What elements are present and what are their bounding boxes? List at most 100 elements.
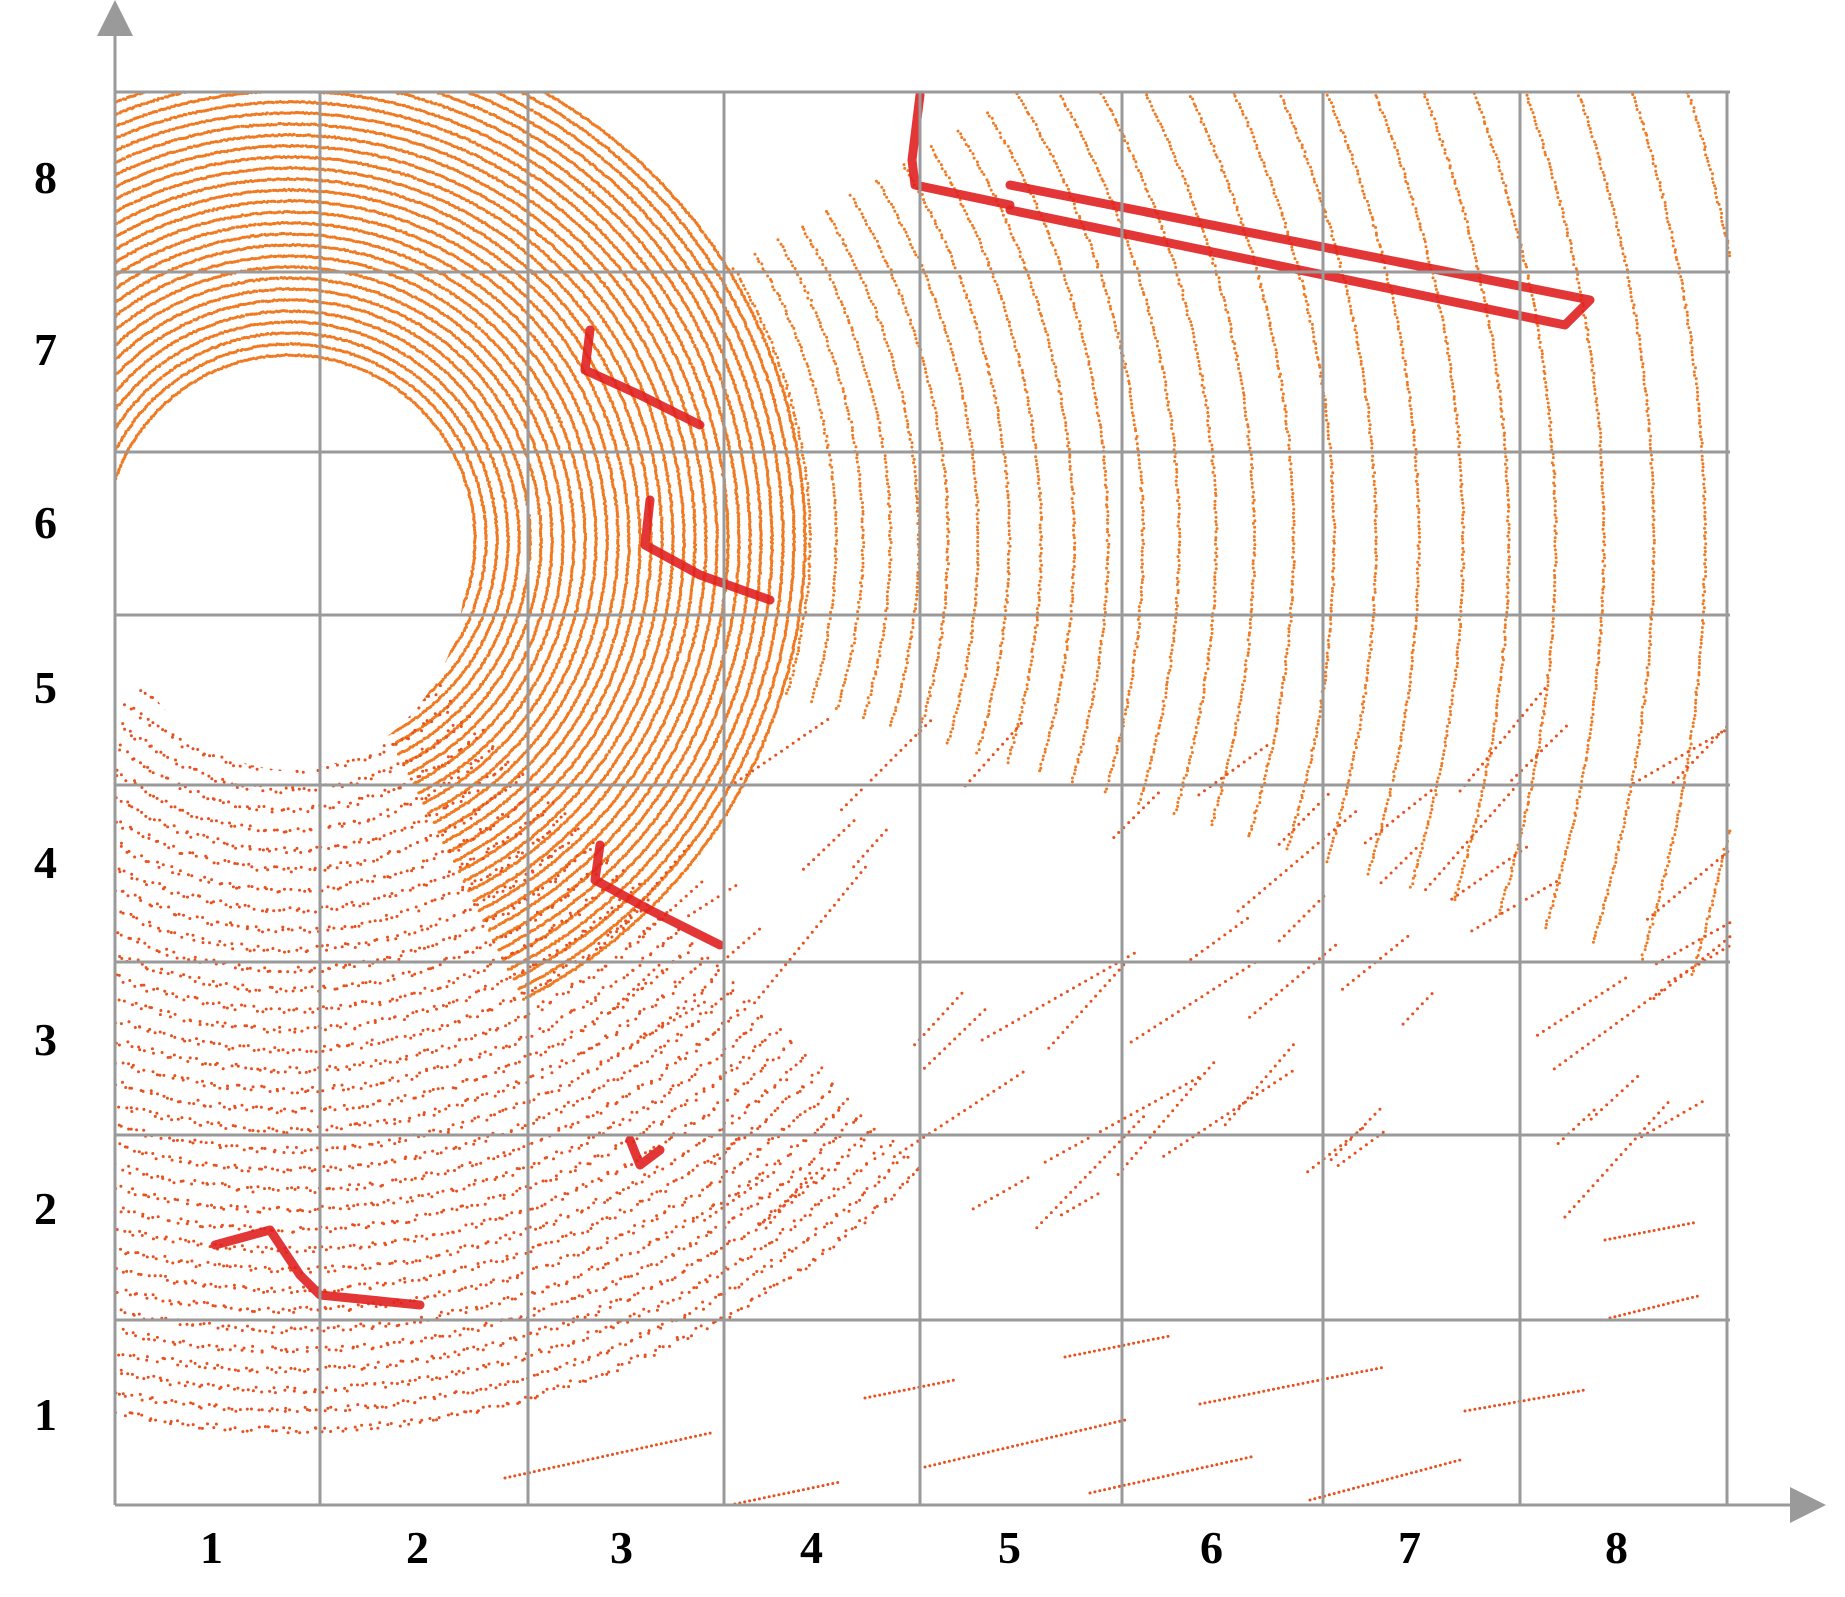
lidar-ring [119,1097,850,1335]
lidar-ring [118,859,610,994]
ground-return [1640,1100,1704,1139]
ground-return [722,718,830,793]
detected-object [640,495,775,605]
ground-return [1197,744,1269,797]
ground-return [1341,934,1410,991]
ground-return [840,719,933,812]
lidar-ring [825,210,922,727]
lidar-ring [1472,92,1558,916]
ground-return [1277,792,1330,846]
lidar-ring [114,1014,764,1214]
x-tick-label: 3 [610,1522,633,1573]
ground-return [1424,782,1520,892]
ground-return [1223,1043,1295,1127]
lidar-ring [114,911,669,1075]
lidar-ring [118,981,735,1174]
ground-return [1667,944,1731,984]
road-marking [863,1378,955,1400]
ground-return [892,1070,1025,1159]
ground-return [1035,1115,1146,1230]
lidar-ring [114,773,525,874]
y-tick-label: 2 [34,1183,57,1234]
y-tick-label: 5 [34,662,57,713]
detected-object [625,1135,665,1170]
ground-return [802,819,856,871]
ground-return [1336,1130,1385,1167]
lidar-ring [119,1053,807,1275]
ground-return [1652,935,1732,1000]
lidar-ring [117,801,555,914]
x-tick-label: 6 [1200,1522,1223,1573]
road-marking [1088,1455,1253,1495]
detected-object [1005,180,1595,330]
lidar-ring [753,252,839,704]
lidar-ring [115,198,632,845]
y-tick-label: 4 [34,837,57,888]
y-tick-label: 1 [34,1389,57,1440]
ground-return [913,991,964,1047]
lidar-ring [801,225,893,720]
lidar-ring [113,999,751,1194]
lidar-ring [1015,92,1146,794]
y-tick-label: 6 [34,497,57,548]
ground-return [1510,724,1568,782]
lidar-ring [118,728,485,814]
x-tick-label: 1 [200,1522,223,1573]
road-marking [1608,1294,1699,1320]
road-marking [1308,1458,1462,1502]
y-tick-label: 3 [34,1014,57,1065]
detected-object [210,1225,425,1310]
ground-return [963,721,1023,788]
lidar-ring [1525,93,1607,930]
ground-return [1329,1107,1382,1162]
lidar-ring [115,165,665,874]
lidar-ring [1374,94,1466,889]
lidar-ring [119,1028,783,1234]
ground-return [1536,976,1628,1037]
lidar-ring [956,129,1077,773]
lidar-ring [1188,95,1296,838]
lidar-ring [115,276,555,776]
road-marking [1198,1366,1383,1406]
ground-return [852,828,888,869]
lidar-ring [119,787,540,894]
ground-return [1363,784,1439,845]
ground-return [1379,846,1418,885]
axes [97,0,1826,1523]
ground-return [703,1171,776,1222]
lidar-ring [117,882,642,1034]
lidar-ring [986,111,1111,784]
ground-return [764,1171,812,1230]
lidar-ring [1059,94,1182,805]
road-marking [1463,1388,1585,1413]
x-tick-label: 5 [998,1522,1021,1573]
ground-return [1162,1069,1294,1158]
x-tick-label: 8 [1605,1522,1628,1573]
lidar-ring [848,193,951,736]
y-tick-label: 8 [34,152,57,203]
ground-return [1248,943,1338,1019]
ground-return [923,1008,987,1070]
lidar-ring [115,121,709,913]
lidar-ring [121,1114,863,1354]
lidar-ring [115,264,566,786]
lidar-ring [1232,91,1337,851]
ground-return [971,1176,1030,1211]
lidar-ring [115,745,495,834]
lidar-ring [1277,90,1379,864]
ground-return [1563,1101,1670,1219]
ground-return [1552,988,1664,1071]
ground-return [1189,916,1250,961]
detected-object [590,840,725,950]
lidar-ring [1631,93,1708,961]
lidar-ring [115,869,625,1014]
ground-return [1116,1061,1216,1176]
lidar-ring [119,1139,895,1395]
lidar-ring [1685,91,1732,976]
ground-return [1047,963,1126,1050]
lidar-ring [114,812,567,934]
y-tick-label: 7 [34,324,57,375]
lidar-ring [116,841,595,974]
road-marking [1063,1334,1170,1359]
lidar-ring [113,928,681,1095]
